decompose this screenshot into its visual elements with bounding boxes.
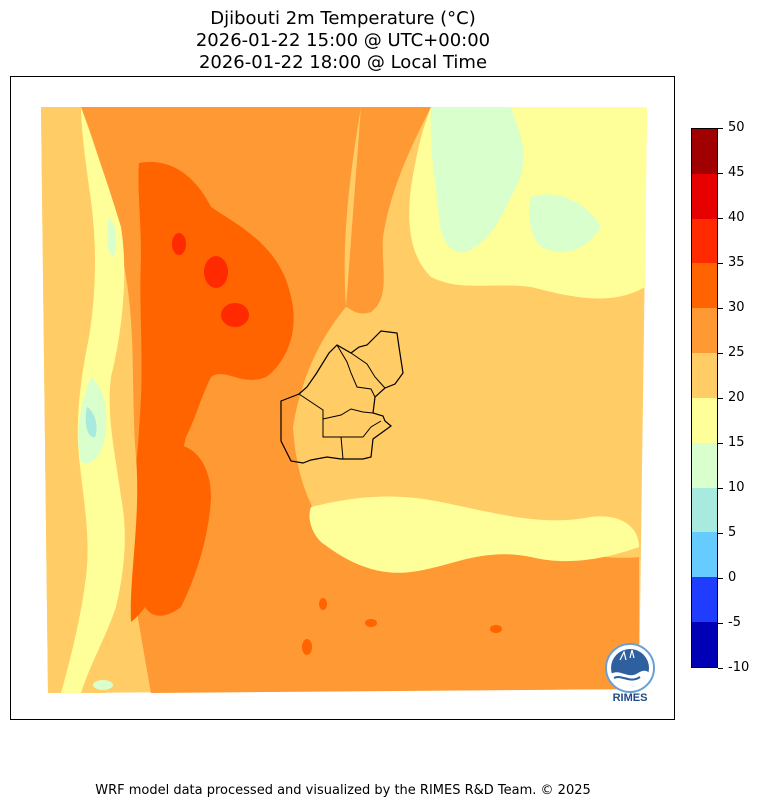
colorbar-swatch [692, 577, 717, 623]
colorbar-tick-label: 45 [728, 165, 745, 180]
colorbar-tick-mark [718, 443, 723, 444]
map-region-green-west-2 [106, 217, 117, 257]
map-region-dark-orange-south [141, 444, 211, 616]
colorbar-tick-label: 10 [728, 480, 745, 495]
colorbar-tick-mark [718, 218, 723, 219]
map-spot [302, 639, 312, 655]
admin-boundary [350, 352, 386, 389]
colorbar-swatch [692, 353, 717, 398]
map-hotspot [204, 256, 228, 288]
map-hotspot [221, 303, 249, 327]
title-line-2: 2026-01-22 15:00 @ UTC+00:00 [195, 30, 491, 51]
admin-boundary [336, 344, 376, 398]
colorbar-tick-label: 25 [728, 345, 745, 360]
admin-boundary [341, 420, 382, 438]
title-line-1: Djibouti 2m Temperature (°C) [210, 8, 476, 29]
colorbar-tick-label: 50 [728, 120, 745, 135]
colorbar-tick-label: 40 [728, 210, 745, 225]
colorbar-swatch [692, 487, 717, 533]
map-panel [10, 76, 675, 720]
djibouti-border [280, 330, 404, 464]
title-line-3: 2026-01-22 18:00 @ Local Time [198, 52, 488, 73]
map-spot [319, 598, 327, 610]
colorbar-tick-mark [718, 668, 723, 669]
admin-boundary [322, 419, 344, 460]
map-region-orange-south [341, 564, 639, 691]
colorbar-swatch [692, 442, 717, 488]
map-spot [93, 680, 113, 690]
colorbar-tick-mark [718, 353, 723, 354]
map-region-orange-north [346, 107, 431, 314]
colorbar-swatch [692, 622, 717, 667]
rimes-logo-icon [605, 643, 655, 693]
map-region-yellow-south [309, 496, 639, 573]
map-region-green-northeast [430, 107, 524, 253]
colorbar-tick-label: 20 [728, 390, 745, 405]
colorbar-tick-label: -10 [728, 660, 750, 675]
colorbar-tick-label: 30 [728, 300, 745, 315]
colorbar-tick-label: 5 [728, 525, 737, 540]
colorbar-tick-mark [718, 263, 723, 264]
map-region-green-northeast-2 [529, 194, 601, 252]
colorbar-tick-label: -5 [728, 615, 741, 630]
temperature-map [41, 107, 647, 693]
colorbar-swatch [692, 308, 717, 354]
colorbar-tick-mark [718, 533, 723, 534]
colorbar-ticks: 50 45 40 35 30 25 20 15 10 5 0 -5 -10 [718, 120, 760, 675]
colorbar-tick-mark [718, 488, 723, 489]
colorbar-swatch [692, 173, 717, 219]
colorbar-tick-label: 0 [728, 570, 737, 585]
colorbar-tick-mark [718, 398, 723, 399]
colorbar-swatch [692, 532, 717, 578]
colorbar-tick-mark [718, 128, 723, 129]
colorbar-swatch [692, 218, 717, 264]
colorbar-tick-mark [718, 623, 723, 624]
map-spot [490, 625, 502, 633]
colorbar-tick-label: 35 [728, 255, 745, 270]
colorbar-tick-mark [718, 308, 723, 309]
map-spot [365, 619, 377, 627]
rimes-logo-text: RIMES [612, 692, 648, 704]
colorbar-swatch [692, 397, 717, 443]
footer-credit: WRF model data processed and visualized … [95, 783, 591, 798]
map-hotspot [172, 233, 186, 255]
colorbar-tick-mark [718, 173, 723, 174]
map-region-teal-west [85, 407, 97, 438]
colorbar-swatch [692, 129, 717, 174]
colorbar-swatch [692, 263, 717, 309]
colorbar-tick-label: 15 [728, 435, 745, 450]
admin-boundary [298, 393, 374, 420]
rimes-logo: RIMES [598, 640, 662, 708]
colorbar [691, 128, 718, 668]
colorbar-tick-mark [718, 578, 723, 579]
chart-title: Djibouti 2m Temperature (°C) 2026-01-22 … [0, 8, 686, 74]
